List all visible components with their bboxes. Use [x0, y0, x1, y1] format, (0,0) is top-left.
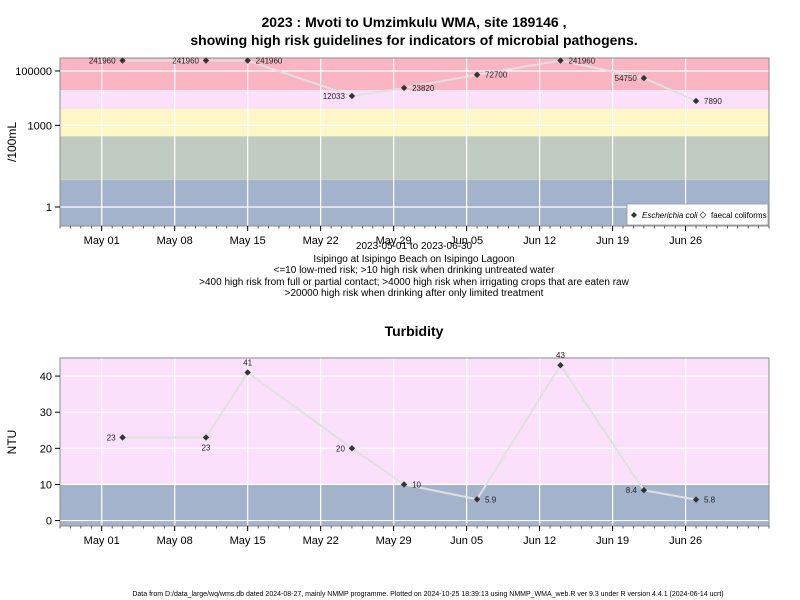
data-point — [400, 84, 408, 92]
x-tick-label: May 22 — [303, 535, 339, 547]
x-tick-label: May 22 — [303, 235, 339, 247]
x-tick-label: Jun 19 — [596, 535, 629, 547]
x-tick-label: May 01 — [84, 535, 120, 547]
data-label: 72700 — [485, 71, 508, 80]
data-point — [348, 92, 356, 100]
risk-band-1 — [60, 358, 769, 485]
data-label: 241960 — [172, 57, 199, 66]
chart-title-line1: 2023 : Mvoti to Umzimkulu WMA, site 1891… — [262, 14, 567, 30]
x-tick-label: May 08 — [157, 235, 193, 247]
data-label: 5.9 — [485, 495, 497, 504]
microbial-panel: May 01 May 08 May 15 May 22 May 29 Jun 05 Jun … — [5, 57, 770, 247]
data-label: 241960 — [89, 57, 116, 66]
legend: Escherichia coli faecal coliforms — [626, 203, 769, 226]
data-point — [473, 71, 481, 78]
data-point — [473, 496, 481, 503]
data-label: 241960 — [256, 57, 283, 66]
turbidity-panel: May 01 May 08 May 15 May 22 May 29 Jun 05 Jun … — [5, 351, 770, 547]
y-tick-label: 1000 — [28, 120, 52, 132]
data-label: 43 — [556, 351, 565, 360]
data-point — [348, 445, 356, 452]
data-label: 10 — [412, 480, 421, 489]
data-point — [692, 496, 700, 503]
y-tick-label: 100000 — [15, 66, 52, 78]
x-tick-label: May 15 — [230, 535, 266, 547]
risk-band-3 — [60, 89, 769, 110]
note-risk-3: >20000 high risk when drinking after onl… — [285, 288, 544, 299]
x-tick-label: May 15 — [230, 235, 266, 247]
y-tick-label: 30 — [40, 407, 52, 419]
data-point — [119, 57, 126, 64]
note-risk-1: <=10 low-med risk; >10 high risk when dr… — [274, 265, 556, 276]
risk-band-2 — [60, 109, 769, 137]
y-axis-label: /100mL — [5, 122, 19, 162]
data-point — [557, 362, 564, 369]
x-tick-label: May 08 — [157, 535, 193, 547]
x-tick-label: Jun 26 — [669, 235, 702, 247]
x-tick-label: Jun 12 — [523, 235, 556, 247]
data-point — [119, 434, 126, 441]
data-point — [692, 97, 700, 105]
legend-box — [626, 203, 769, 226]
data-point — [640, 74, 648, 82]
y-tick-label: 1 — [46, 202, 52, 214]
risk-band-4 — [60, 58, 769, 90]
x-tick-label: May 29 — [376, 535, 412, 547]
x-tick-label: Jun 05 — [450, 235, 483, 247]
note-risk-2: >400 high risk from full or partial cont… — [199, 277, 629, 288]
y-tick-label: 40 — [40, 371, 52, 383]
data-label: 23 — [107, 433, 116, 442]
y-tick-label: 0 — [46, 516, 52, 528]
x-tick-label: Jun 12 — [523, 535, 556, 547]
y-tick-label: 10 — [40, 479, 52, 491]
data-point — [400, 481, 408, 488]
data-label: 7890 — [704, 97, 722, 106]
data-label: 241960 — [568, 57, 595, 66]
risk-band-1 — [60, 136, 769, 180]
legend-ecoli-marker — [631, 212, 637, 218]
x-tick-label: May 29 — [376, 235, 412, 247]
data-point — [202, 434, 210, 441]
x-tick-label: Jun 19 — [596, 235, 629, 247]
x-tick-label: May 01 — [84, 235, 120, 247]
legend-ecoli-label: Escherichia coli — [642, 211, 698, 220]
data-label: 8.4 — [626, 486, 638, 495]
data-label: 23820 — [412, 84, 435, 93]
footer-text: Data from D:/data_large/wq/wms.db dated … — [132, 591, 723, 598]
data-label: 23 — [202, 443, 211, 452]
data-label: 20 — [336, 444, 345, 453]
legend-faecal-marker — [699, 211, 707, 219]
data-label: 12033 — [323, 92, 346, 101]
note-date-range: 2023-05-01 to 2023-06-30 — [356, 241, 473, 252]
x-tick-label: Jun 26 — [669, 535, 702, 547]
data-point — [244, 57, 251, 64]
y-axis-label: NTU — [5, 430, 19, 455]
y-tick-label: 20 — [40, 443, 52, 455]
data-point — [640, 487, 648, 494]
legend-faecal-label: faecal coliforms — [711, 211, 767, 220]
notes: 2023-05-01 to 2023-06-30 Isipingo at Isi… — [199, 241, 629, 299]
data-point — [202, 57, 210, 64]
data-label: 54750 — [615, 74, 638, 83]
data-point — [557, 57, 564, 64]
data-label: 5.8 — [704, 496, 716, 505]
risk-band-0 — [60, 484, 769, 526]
data-label: 41 — [243, 358, 252, 367]
note-site: Isipingo at Isipingo Beach on Isipingo L… — [313, 254, 514, 265]
turbidity-title: Turbidity — [385, 323, 444, 339]
x-tick-label: Jun 05 — [450, 535, 483, 547]
chart-title-line2: showing high risk guidelines for indicat… — [190, 32, 637, 48]
data-point — [244, 369, 251, 376]
